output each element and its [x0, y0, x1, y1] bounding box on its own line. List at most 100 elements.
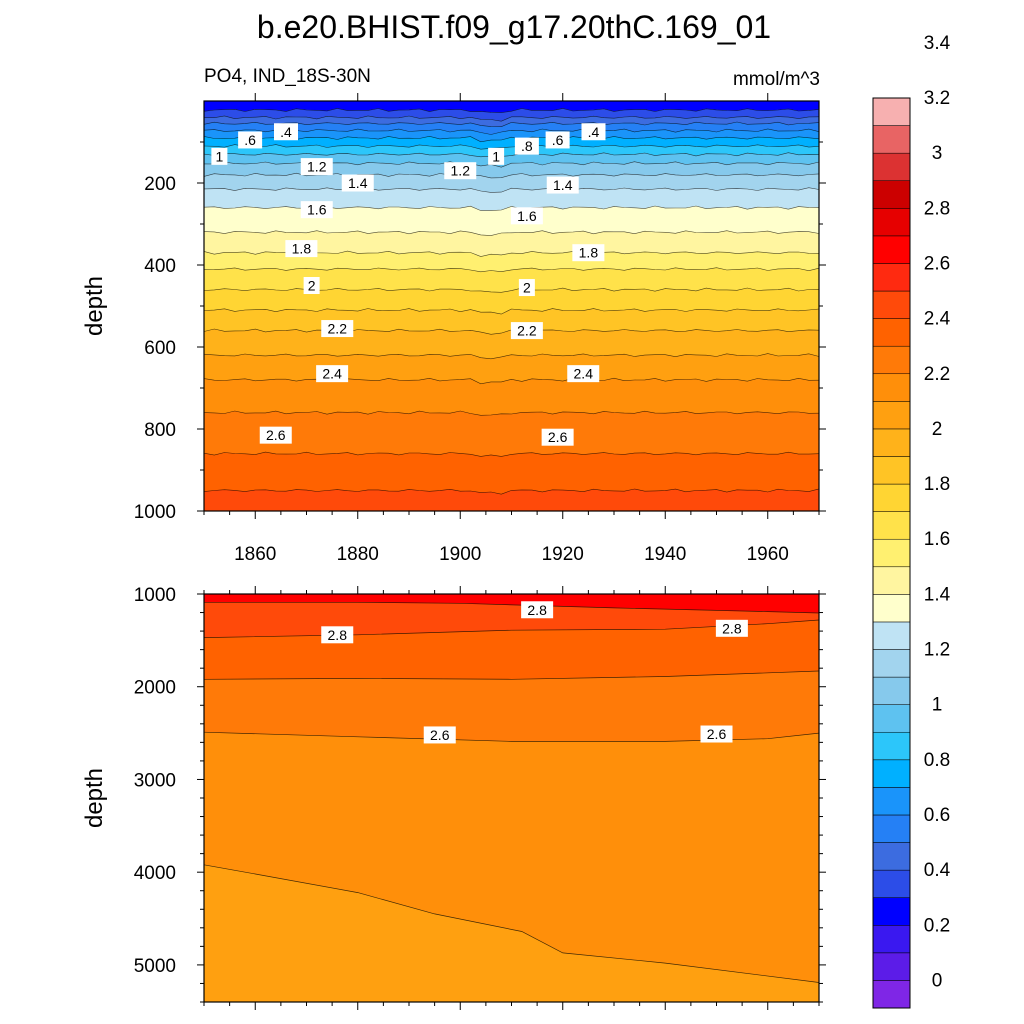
lower-y-tick-label: 1000 [134, 585, 176, 606]
upper-contour-line [203, 187, 820, 193]
colorbar-tick-label: 0.4 [924, 860, 951, 881]
chart-title: b.e20.BHIST.f09_g17.20thC.169_01 [257, 9, 771, 45]
contour-label-text: 2.2 [517, 323, 537, 339]
colorbar-tick-label: 0.6 [924, 805, 950, 826]
contour-label-bg [567, 365, 600, 383]
contour-label-bg [341, 174, 374, 192]
contour-label-bg [541, 428, 574, 446]
contour-label-bg [300, 158, 333, 176]
colorbar-tick-label: 1.6 [924, 529, 950, 550]
contour-label-bg [488, 147, 505, 165]
contour-label: 1.4 [341, 174, 374, 192]
colorbar-tick-label: 2.6 [924, 253, 950, 274]
colorbar-swatch [872, 897, 911, 926]
colorbar: 0 0.2 0.4 0.6 0.8 1 1.2 1.4 1.6 1.8 2 2.2 2.4 2.6 2.8 3… [872, 33, 951, 1009]
upper-contour-line [203, 230, 820, 236]
upper-contour-line [203, 121, 820, 128]
contour-label-text: 2.2 [328, 321, 348, 337]
colorbar-swatch [872, 814, 911, 843]
colorbar-tick-label: 2.2 [924, 364, 950, 385]
lower-y-tick-label: 5000 [134, 956, 176, 977]
contour-label: 2.6 [259, 426, 292, 444]
colorbar-tick-label: 3.2 [924, 88, 950, 109]
contour-label-text: 2.4 [322, 366, 342, 382]
contour-label-bg [211, 147, 228, 165]
contour-label-text: .6 [244, 132, 256, 148]
colorbar-swatch [872, 152, 911, 181]
colorbar-tick-label: 1.2 [924, 640, 950, 661]
contour-label-text: 1 [492, 148, 500, 164]
contour-label-bg [423, 726, 456, 744]
contour-label-text: 2.8 [527, 602, 547, 618]
contour-label-bg [321, 626, 354, 644]
upper-contour-line [203, 172, 820, 179]
colorbar-swatch [872, 594, 911, 623]
lower-contour-labels: 2.8 2.8 2.8 2.6 2.6 [321, 601, 748, 744]
lower-contour-line [203, 731, 820, 742]
contour-label-bg [259, 426, 292, 444]
lower-y-tick-label: 4000 [134, 863, 176, 884]
contour-label: 2.6 [541, 428, 574, 446]
contour-label-bg [545, 131, 570, 149]
contour-label-text: 1.2 [307, 159, 327, 175]
colorbar-swatch [872, 456, 911, 485]
upper-x-tick-label: 1880 [337, 544, 379, 565]
contour-label: 1.2 [444, 162, 477, 180]
upper-color-bands [203, 100, 820, 512]
colorbar-swatch [872, 925, 911, 954]
upper-x-tick-label: 1940 [644, 544, 686, 565]
contour-label: .6 [545, 131, 570, 149]
contour-label-text: 2.8 [722, 620, 742, 636]
upper-band [203, 410, 820, 457]
contour-label-bg [321, 320, 354, 338]
contour-label: 2 [518, 279, 535, 297]
colorbar-tick-label: 2 [932, 419, 943, 440]
contour-label-text: 1.8 [579, 245, 599, 261]
lower-y-axis: 1000 2000 3000 4000 5000 [134, 585, 826, 1003]
lower-y-tick-label: 2000 [134, 678, 176, 699]
contour-label: 1.8 [572, 244, 605, 262]
contour-label-bg [238, 131, 263, 149]
contour-label-bg [274, 123, 298, 141]
colorbar-swatch [872, 401, 911, 430]
upper-band [203, 377, 820, 416]
colorbar-swatch [872, 180, 911, 209]
contour-label: 2.8 [321, 626, 354, 644]
contour-label-text: 1.8 [292, 241, 312, 257]
contour-label-bg [581, 123, 606, 141]
contour-label-text: 2.4 [574, 366, 594, 382]
contour-label-bg [700, 725, 733, 743]
contour-label: 1.4 [546, 176, 579, 194]
colorbar-frame [872, 97, 911, 1009]
colorbar-swatch [872, 759, 911, 788]
colorbar-swatch [872, 952, 911, 981]
upper-contour-line [203, 353, 820, 360]
contour-label-bg [514, 137, 539, 155]
contour-label: 1.8 [285, 240, 318, 258]
upper-y-axis: 200 400 600 800 1000 [134, 141, 826, 523]
contour-label-text: 1 [215, 148, 223, 164]
colorbar-swatch [872, 263, 911, 292]
upper-contour-line [203, 451, 820, 457]
colorbar-swatch [872, 980, 911, 1009]
contour-label-text: 1.6 [517, 208, 537, 224]
contour-label-text: 2.8 [328, 627, 348, 643]
upper-contour-line [203, 108, 820, 113]
colorbar-tick-label: 2.4 [924, 309, 951, 330]
upper-contour-line [203, 135, 820, 143]
contour-label-text: .4 [588, 124, 600, 140]
colorbar-swatch [872, 621, 911, 650]
upper-y-tick-label: 200 [144, 174, 176, 195]
contour-label-bg [300, 201, 333, 219]
contour-label: 2.2 [321, 320, 354, 338]
contour-label-bg [510, 322, 543, 340]
upper-x-tick-label: 1900 [439, 544, 481, 565]
colorbar-swatch [872, 869, 911, 898]
colorbar-tick-label: 1 [932, 695, 943, 716]
contour-label-text: 1.4 [348, 175, 368, 191]
colorbar-tick-label: 0 [932, 970, 943, 991]
contour-label-bg [303, 277, 320, 294]
upper-y-tick-label: 600 [144, 338, 176, 359]
contour-label: 1 [211, 147, 228, 165]
colorbar-swatch [872, 290, 911, 319]
